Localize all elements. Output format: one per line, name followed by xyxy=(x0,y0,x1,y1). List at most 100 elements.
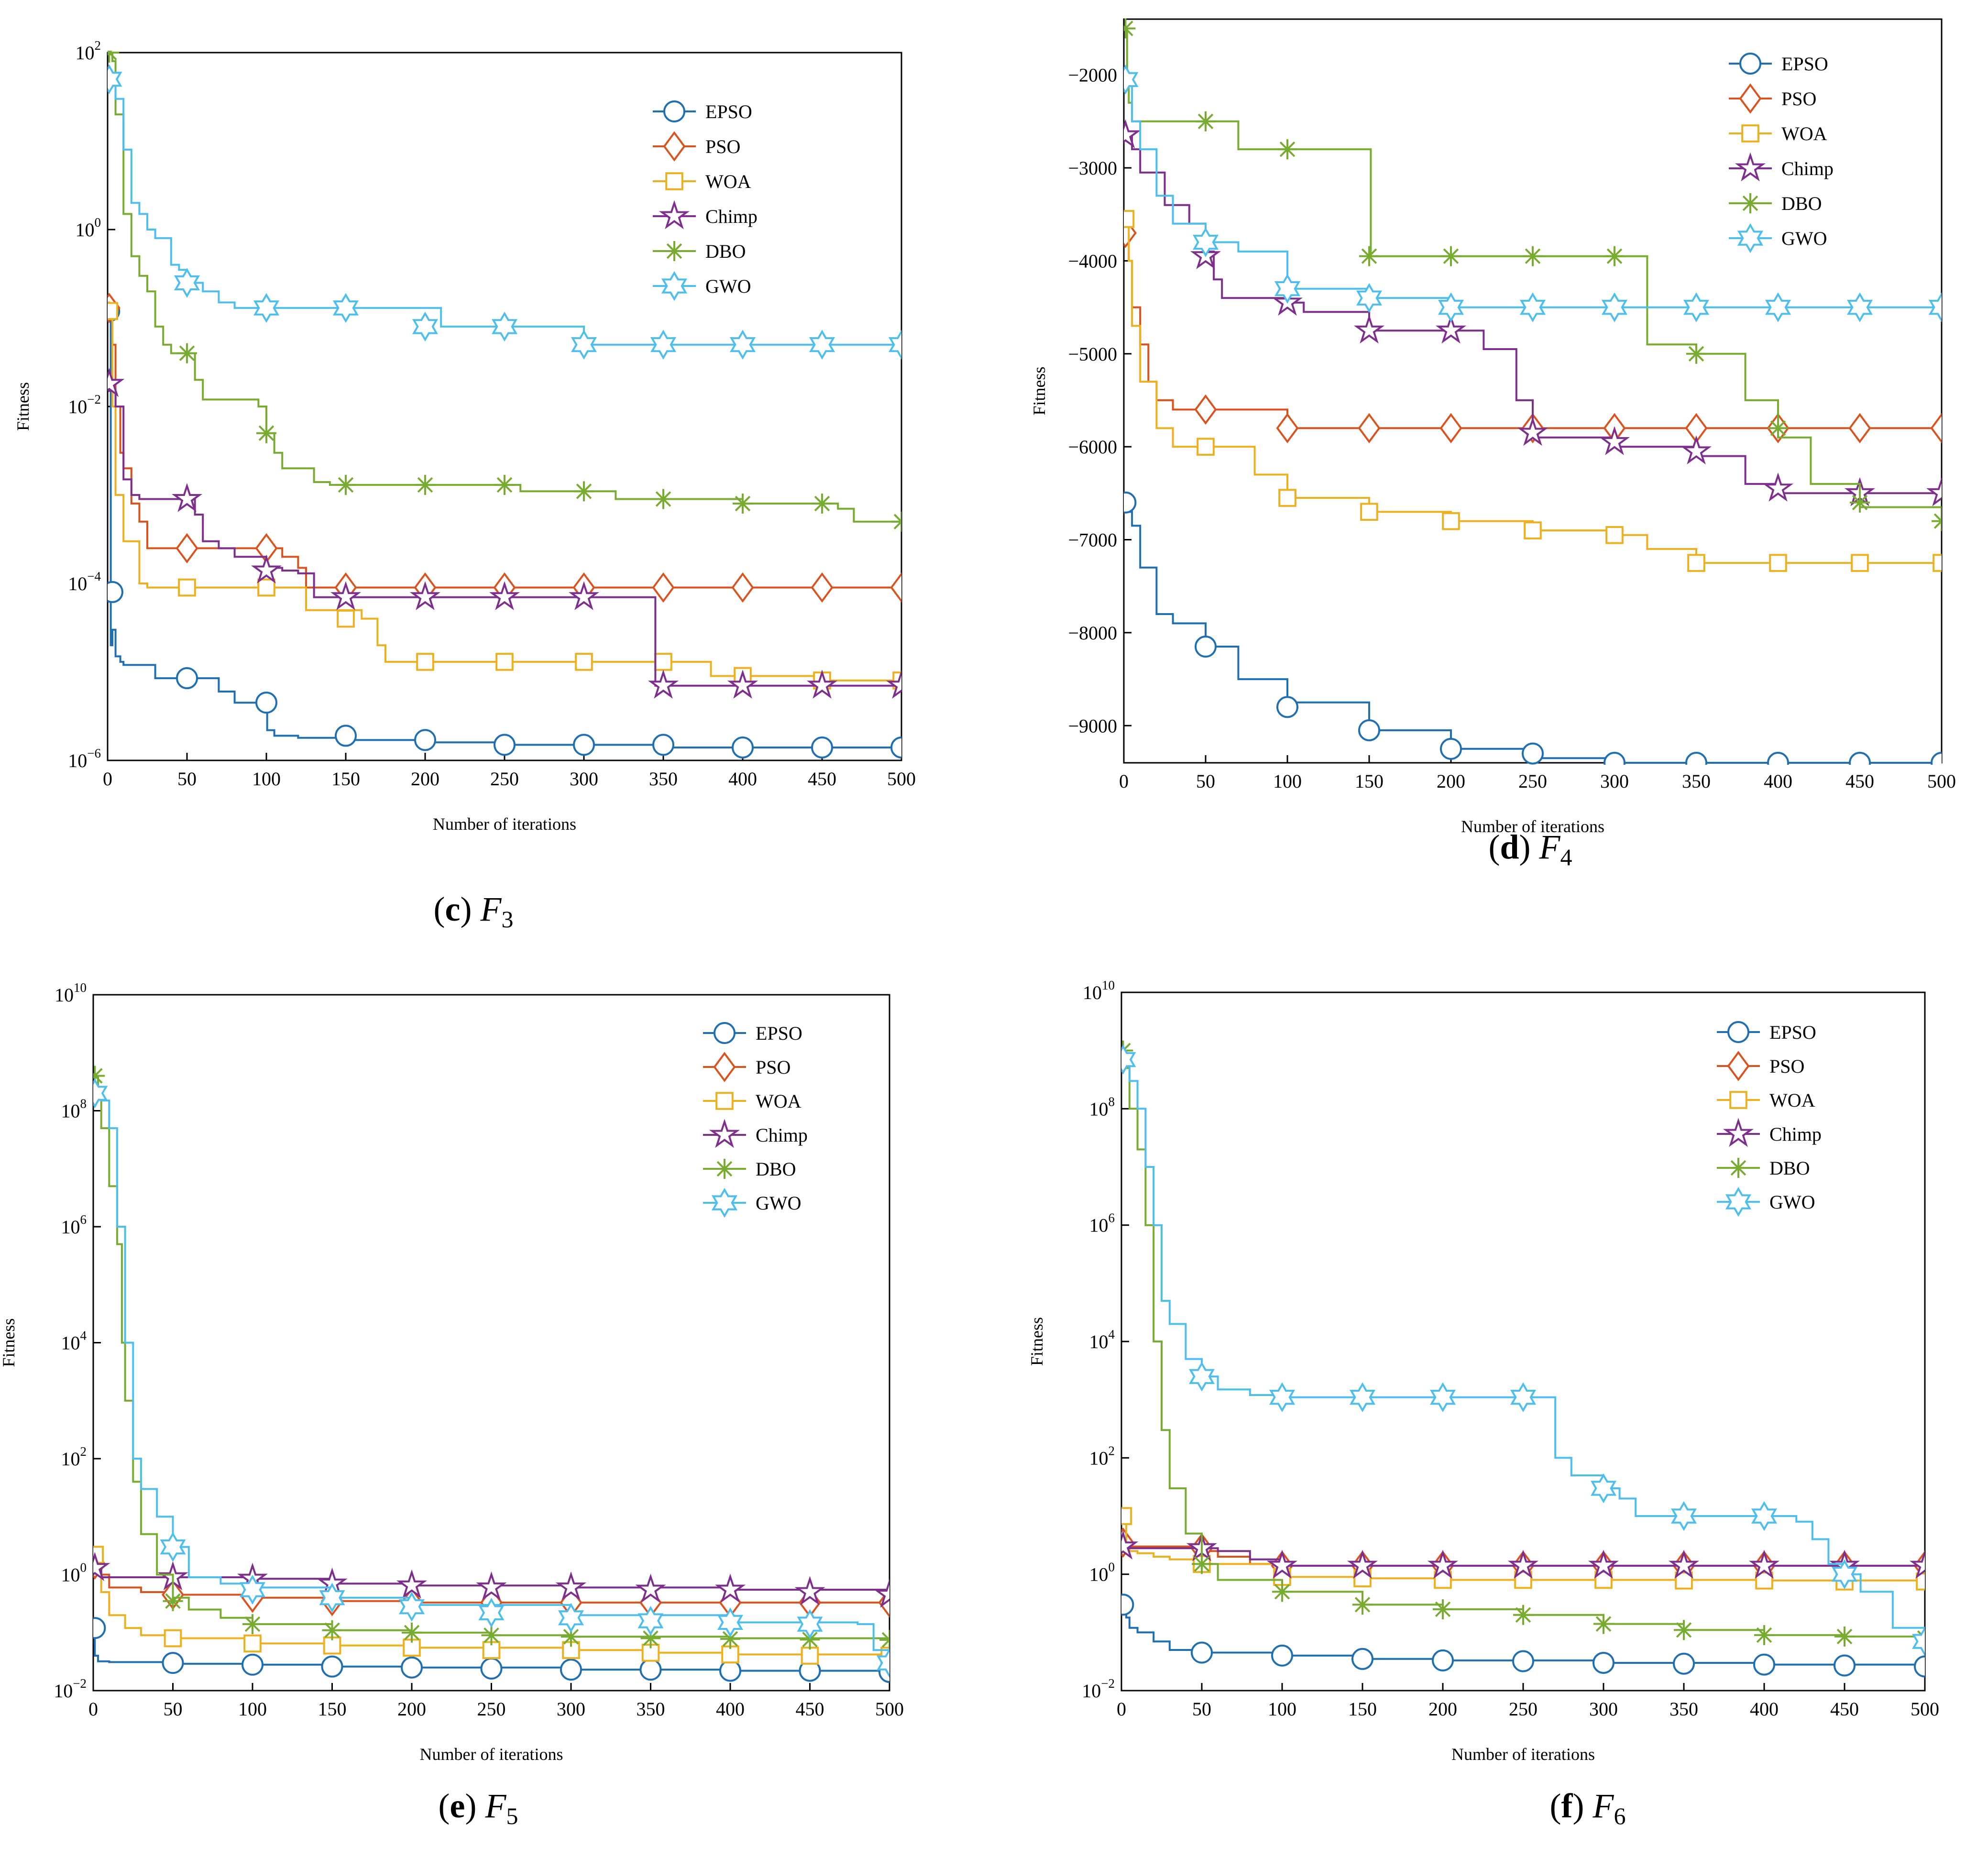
chart-panel-f: 0 50 100 150 200 250 300 350 400 450 500 10−2 100 102… xyxy=(1027,978,1939,1829)
series-line xyxy=(1124,218,1942,564)
legend-item: EPSO xyxy=(653,100,752,122)
series-epso xyxy=(1121,1594,1925,1678)
data-point-marker xyxy=(1933,554,1942,572)
data-point-marker xyxy=(555,1571,587,1601)
y-tick-label: 106 xyxy=(1089,1211,1115,1236)
y-tick-label: 10−2 xyxy=(1082,1676,1115,1702)
x-tick-label: 100 xyxy=(238,1698,267,1720)
series-chimp xyxy=(1121,1530,1925,1579)
y-tick-label: 102 xyxy=(61,1444,87,1470)
data-point-marker xyxy=(1271,1644,1293,1667)
x-tick-label: 350 xyxy=(637,1698,665,1720)
x-tick-label: 150 xyxy=(331,768,360,790)
data-point-marker xyxy=(251,554,282,584)
data-point-marker xyxy=(171,483,203,512)
legend-marker xyxy=(1727,1051,1750,1081)
data-point-marker xyxy=(654,653,672,671)
series-line xyxy=(93,1556,890,1604)
data-point-marker xyxy=(335,725,357,747)
data-point-marker xyxy=(178,578,196,597)
legend-label: EPSO xyxy=(1769,1022,1816,1043)
data-point-marker xyxy=(1683,292,1710,322)
data-point-marker xyxy=(575,653,593,671)
data-point-marker xyxy=(1121,1044,1136,1075)
data-point-marker xyxy=(729,330,756,360)
data-point-marker xyxy=(1673,1652,1695,1675)
legend-item: GWO xyxy=(1717,1187,1815,1217)
x-tick-label: 300 xyxy=(1600,770,1629,792)
data-point-marker xyxy=(1599,426,1630,455)
data-point-marker xyxy=(1680,435,1712,465)
data-point-marker xyxy=(491,311,518,342)
data-point-marker xyxy=(1356,283,1383,313)
series-line xyxy=(108,379,901,687)
legend-item: GWO xyxy=(1729,223,1827,253)
data-point-marker xyxy=(1909,1550,1925,1579)
y-tick-label: 104 xyxy=(61,1329,87,1354)
legend-marker xyxy=(1741,124,1759,143)
data-point-marker xyxy=(1507,1550,1539,1579)
data-point-marker xyxy=(1848,413,1871,443)
data-point-marker xyxy=(561,1627,581,1647)
data-point-marker xyxy=(731,572,754,603)
data-point-marker xyxy=(560,1659,582,1681)
series-line xyxy=(1121,1058,1925,1642)
data-point-marker xyxy=(1524,521,1542,539)
chart-panel-d: 0 50 100 150 200 250 300 350 400 450 500 −2000 −3000… xyxy=(1030,18,1956,870)
data-point-marker xyxy=(1930,413,1942,443)
chart-panel-c: 0 50 100 150 200 250 300 350 400 450 500 10−6 10−4 10… xyxy=(13,38,916,933)
data-point-marker xyxy=(811,572,834,603)
data-point-marker xyxy=(1926,477,1942,506)
data-point-marker xyxy=(1846,292,1873,322)
data-point-marker xyxy=(719,1660,741,1682)
y-tick-label: 1010 xyxy=(1083,978,1115,1003)
data-point-marker xyxy=(1188,1362,1215,1392)
data-point-marker xyxy=(93,1078,108,1109)
data-point-marker xyxy=(243,1634,262,1653)
series-line xyxy=(108,301,901,589)
x-tick-label: 450 xyxy=(796,1698,824,1720)
x-tick-label: 50 xyxy=(177,768,197,790)
x-tick-label: 400 xyxy=(1764,770,1792,792)
data-point-marker xyxy=(416,653,434,671)
data-point-marker xyxy=(1670,1501,1697,1531)
data-point-marker xyxy=(874,1578,890,1608)
data-point-marker xyxy=(1517,417,1549,446)
data-point-marker xyxy=(1769,554,1787,572)
legend-label: DBO xyxy=(756,1158,796,1180)
y-tick-label: 100 xyxy=(76,215,101,241)
data-point-marker xyxy=(1513,1605,1533,1625)
data-point-marker xyxy=(1593,1651,1615,1674)
legend-marker xyxy=(711,1187,738,1218)
data-point-marker xyxy=(794,1576,825,1605)
y-axis-label: Fitness xyxy=(1027,1317,1046,1366)
y-axis-label: Fitness xyxy=(13,382,33,431)
series-epso xyxy=(108,300,901,759)
y-tick-label: 106 xyxy=(61,1212,87,1238)
data-point-marker xyxy=(1192,1554,1212,1574)
x-tick-label: 150 xyxy=(318,1698,347,1720)
data-point-marker xyxy=(717,1607,744,1638)
data-point-marker xyxy=(806,670,838,699)
data-point-marker xyxy=(1277,139,1297,160)
data-point-marker xyxy=(1765,292,1791,322)
data-point-marker xyxy=(574,481,594,502)
y-tick-label: −5000 xyxy=(1068,343,1117,365)
data-point-marker xyxy=(480,1657,503,1680)
legend-marker xyxy=(664,241,684,261)
data-point-marker xyxy=(1604,752,1626,765)
series-line xyxy=(108,52,901,523)
data-point-marker xyxy=(650,330,677,360)
data-point-marker xyxy=(639,1659,662,1681)
legend-item: EPSO xyxy=(1717,1021,1816,1043)
series-line xyxy=(108,71,901,346)
data-point-marker xyxy=(1359,246,1379,266)
data-point-marker xyxy=(108,51,120,63)
data-point-marker xyxy=(1432,1649,1454,1671)
data-point-marker xyxy=(255,692,277,714)
data-point-marker xyxy=(1928,292,1942,322)
data-point-marker xyxy=(1593,1614,1614,1634)
legend-item: Chimp xyxy=(1717,1118,1822,1147)
legend-marker xyxy=(1740,193,1760,213)
legend-marker xyxy=(1727,1021,1749,1043)
